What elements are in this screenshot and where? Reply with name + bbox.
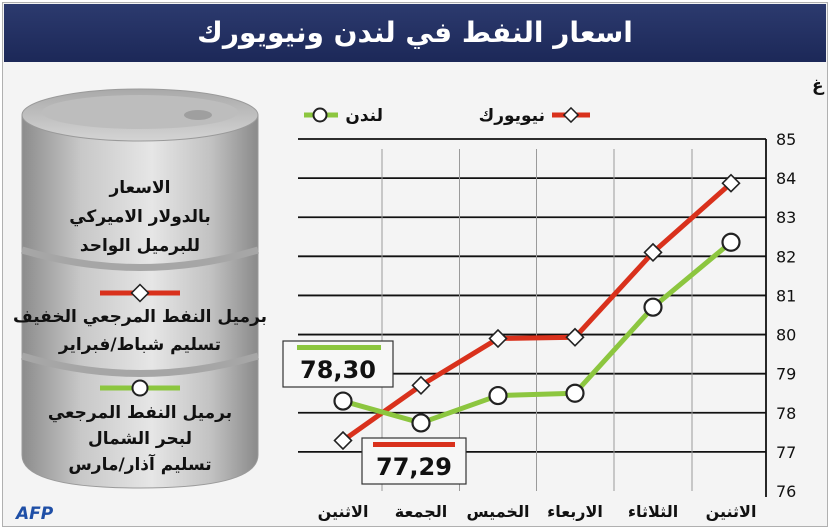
y-tick-label: 85 — [776, 130, 796, 149]
y-axis-tick-labels: 76 77 78 79 80 81 82 83 84 85 — [776, 130, 796, 501]
legend: نيويورك لندن — [304, 106, 590, 126]
y-tick-label: 77 — [776, 443, 796, 462]
barrel-key-diamond-marker — [130, 283, 150, 303]
callout-new-york-first: 77,29 — [361, 437, 467, 485]
new-york-point-marker — [411, 375, 431, 396]
series-line-1 — [342, 240, 733, 426]
afp-credit: AFP — [14, 504, 54, 524]
y-tick-label: 83 — [776, 208, 796, 227]
y-tick-label: 79 — [776, 365, 796, 384]
legend-london-circle — [312, 107, 328, 123]
legend-london-label: لندن — [345, 106, 383, 126]
london-desc-line-2: لبحر الشمال — [88, 429, 192, 449]
london-point-marker — [411, 413, 431, 433]
x-tick-label: الجمعة — [395, 502, 447, 521]
y-tick-label: 80 — [776, 326, 796, 345]
new-york-point-marker — [488, 328, 508, 349]
y-tick-label: 82 — [776, 247, 796, 266]
y-tick-label: 81 — [776, 286, 796, 305]
barrel-key-circle-marker — [131, 379, 149, 397]
london-point-marker — [721, 232, 741, 252]
x-tick-label: الخميس — [467, 502, 530, 521]
london-point-marker — [643, 297, 663, 317]
series-markers — [333, 173, 741, 451]
x-tick-label: الاربعاء — [547, 502, 603, 521]
new-york-desc-line-1: برميل النفط المرجعي الخفيف — [13, 307, 267, 327]
barrel-key-london — [100, 379, 180, 397]
chart-subtitle: 18 يناير 2010، حوالى الساعة 11:00 ت غ — [812, 76, 830, 96]
london-desc-line-3: تسليم آذار/مارس — [68, 453, 211, 475]
callout-new-york-value: 77,29 — [376, 453, 452, 481]
london-desc-line-1: برميل النفط المرجعي — [48, 403, 232, 423]
new-york-point-marker — [333, 430, 353, 451]
barrel-key-new-york — [100, 283, 180, 303]
y-tick-label: 78 — [776, 404, 796, 423]
x-tick-label: الاثنين — [706, 502, 757, 521]
page-title: اسعار النفط في لندن ونيويورك — [197, 16, 633, 49]
units-label-line-3: للبرميل الواحد — [80, 236, 200, 256]
x-axis-tick-labels: الاثنين الجمعة الخميس الاربعاء الثلاثاء الاثن… — [318, 502, 757, 521]
new-york-point-marker — [643, 242, 663, 263]
london-point-marker — [488, 385, 508, 406]
callout-london-value: 78,30 — [300, 356, 376, 384]
y-tick-label: 84 — [776, 169, 796, 188]
new-york-point-marker — [565, 327, 585, 347]
legend-new-york-label: نيويورك — [479, 106, 545, 126]
london-point-marker — [333, 391, 353, 411]
units-label-line-1: الاسعار — [109, 178, 171, 198]
y-tick-label: 76 — [776, 482, 796, 501]
units-label-line-2: بالدولار الاميركي — [69, 207, 211, 227]
new-york-desc-line-2: تسليم شباط/فبراير — [58, 335, 221, 355]
x-tick-label: الاثنين — [318, 502, 369, 521]
x-tick-label: الثلاثاء — [628, 502, 678, 521]
new-york-point-marker — [721, 173, 741, 193]
title-bar — [4, 4, 826, 62]
legend-new-york-diamond — [562, 106, 580, 124]
series-lines — [341, 181, 733, 443]
callout-london-first: 78,30 — [282, 340, 394, 388]
london-point-marker — [565, 383, 585, 403]
series-line-0 — [341, 181, 733, 443]
